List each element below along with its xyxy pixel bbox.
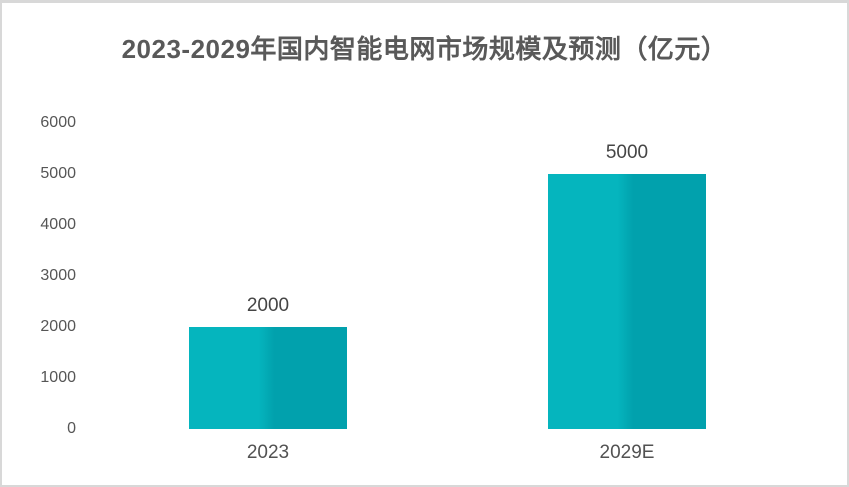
x-axis-category-label: 2023 xyxy=(246,442,290,463)
y-axis-tick-label: 6000 xyxy=(40,113,76,131)
bar-value-label: 2000 xyxy=(246,294,290,316)
bar-2029E xyxy=(548,173,706,429)
chart-title: 2023-2029年国内智能电网市场规模及预测（亿元） xyxy=(121,34,728,64)
y-axis-tick-label: 5000 xyxy=(40,164,76,182)
y-axis-tick-label: 3000 xyxy=(40,266,76,284)
bar-2023 xyxy=(189,326,347,429)
y-axis-tick-label: 2000 xyxy=(40,317,76,335)
y-axis-tick-label: 4000 xyxy=(40,215,76,233)
chart-canvas: 2023-2029年国内智能电网市场规模及预测（亿元） 0 1000 2000 300… xyxy=(2,3,847,485)
x-axis-category-label: 2029E xyxy=(599,442,655,463)
bar-value-label: 5000 xyxy=(605,141,649,163)
y-axis-tick-label: 0 xyxy=(67,420,76,437)
y-axis-tick-label: 1000 xyxy=(40,368,76,386)
